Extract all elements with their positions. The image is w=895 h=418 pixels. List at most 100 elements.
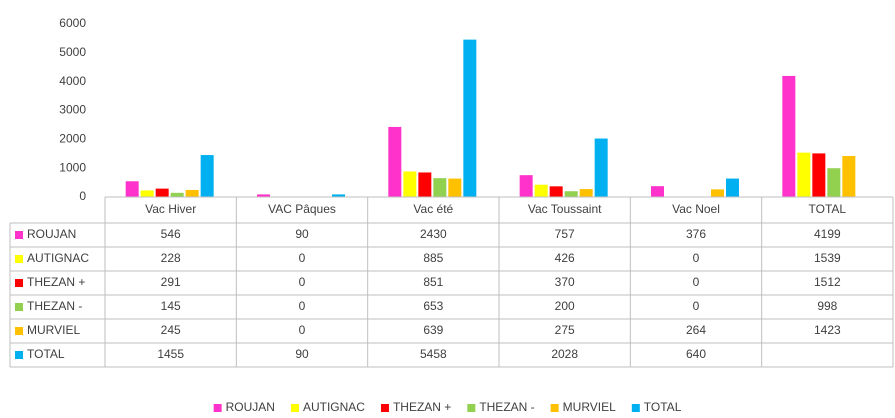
table-value: 1512 [814,275,841,289]
bar [448,178,462,197]
legend-key [15,255,23,263]
table-value: 546 [161,227,181,241]
x-tick-label: Vac Toussaint [528,202,602,216]
legend-label: ROUJAN [226,400,275,414]
legend-key [15,351,23,359]
bar [155,188,169,197]
row-label: THEZAN + [27,275,85,289]
table-value: 851 [423,275,443,289]
bar [651,186,664,197]
legend-key [467,404,476,412]
row-label: AUTIGNAC [27,251,89,265]
row-label: ROUJAN [27,227,76,241]
table-value: 4199 [814,227,841,241]
bar [170,192,184,197]
legend-key [15,231,23,239]
bar [519,175,533,197]
legend-key [631,404,640,412]
row-label: THEZAN - [27,299,82,313]
table-value: 653 [423,299,443,313]
table-value: 376 [686,227,706,241]
bar [185,189,199,197]
x-tick-label: VAC Pâques [268,202,336,216]
bar [564,191,578,197]
table-value: 200 [555,299,575,313]
table-value: 228 [161,251,181,265]
legend-label: THEZAN + [393,400,451,414]
table-value: 2430 [420,227,447,241]
y-tick-label: 4000 [59,74,86,88]
bar [711,189,724,197]
table-value: 640 [686,347,706,361]
table-value: 0 [693,251,700,265]
legend-key [380,404,389,412]
legend-key [15,303,23,311]
row-label: MURVIEL [27,323,80,337]
table-value: 0 [299,299,306,313]
y-tick-label: 1000 [59,160,86,174]
bar [594,138,608,197]
y-tick-label: 3000 [59,103,86,117]
table-value: 291 [161,275,181,289]
bar [797,152,811,197]
y-tick-label: 6000 [59,16,86,30]
x-tick-label: Vac Noel [672,202,720,216]
table-value: 639 [423,323,443,337]
table-value: 0 [693,275,700,289]
y-tick-label: 2000 [59,132,86,146]
bar [403,171,417,197]
bar [782,75,796,197]
table-value: 1423 [814,323,841,337]
table-value: 998 [817,299,837,313]
table-value: 1539 [814,251,841,265]
x-tick-label: TOTAL [809,202,847,216]
bar [726,178,739,197]
table-value: 1455 [157,347,184,361]
bar [812,153,826,197]
table-value: 0 [299,251,306,265]
bar [463,39,477,197]
legend-key [290,404,299,412]
bar [200,155,214,197]
x-tick-label: Vac été [413,202,453,216]
bar [418,172,432,197]
table-value: 0 [299,323,306,337]
table-value: 90 [295,347,309,361]
bar [827,168,841,197]
legend-label: TOTAL [644,400,682,414]
bar [842,155,856,197]
table-value: 5458 [420,347,447,361]
table-value: 90 [295,227,309,241]
table-value: 2028 [551,347,578,361]
x-tick-label: Vac Hiver [145,202,196,216]
legend-label: MURVIEL [563,400,616,414]
legend-key [213,404,222,412]
table-value: 370 [555,275,575,289]
table-value: 757 [555,227,575,241]
table-value: 245 [161,323,181,337]
table-value: 426 [555,251,575,265]
y-tick-label: 0 [79,189,86,203]
table-value: 264 [686,323,706,337]
table-value: 275 [555,323,575,337]
y-tick-label: 5000 [59,45,86,59]
bar [433,178,447,197]
table-value: 0 [299,275,306,289]
bar [579,189,593,197]
row-label: TOTAL [27,347,65,361]
table-value: 0 [693,299,700,313]
legend-key [15,279,23,287]
bar [257,194,270,197]
bar [125,181,139,197]
legend-key [15,327,23,335]
legend-key [550,404,559,412]
bar [332,194,345,197]
bar [140,190,154,197]
legend-label: AUTIGNAC [303,400,365,414]
bar [549,186,563,197]
table-value: 885 [423,251,443,265]
legend-label: THEZAN - [479,400,534,414]
bar [534,184,548,197]
bar [388,126,402,197]
